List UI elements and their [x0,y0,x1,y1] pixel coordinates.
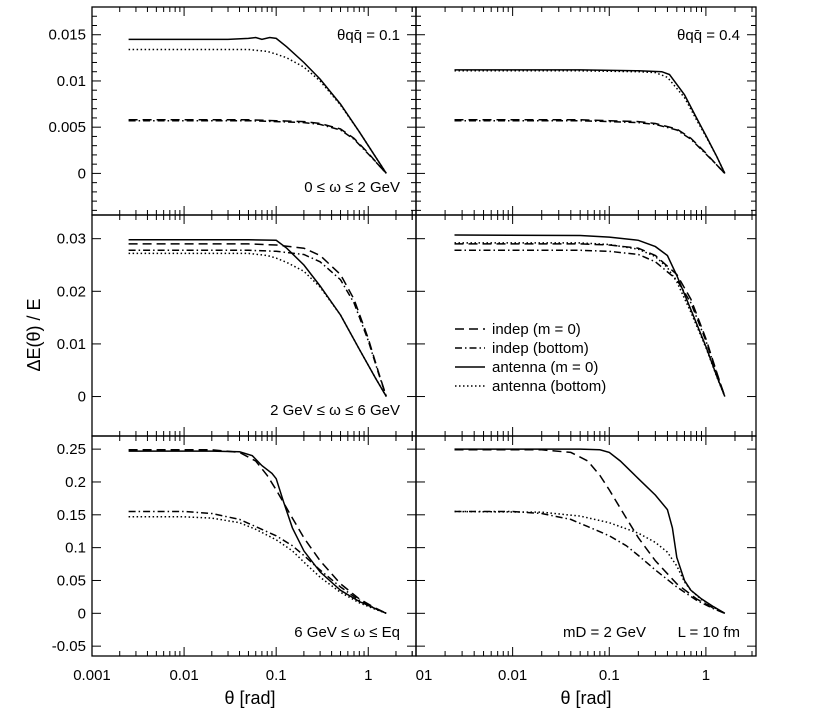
y-tick-label: 0.01 [57,73,86,90]
x-tick-label: 0.1 [266,667,287,684]
y-tick-label: 0 [78,605,86,622]
series-dotted-curve [128,516,387,615]
legend-label-indep-m0: indep (m = 0) [492,321,581,338]
x-tick-label: 1 [364,667,372,684]
panel-frame [415,435,757,657]
panel-annotation: θqq̄ = 0.1 [337,27,400,44]
series-dashed-curve [128,119,387,174]
y-tick-label: 0.05 [57,572,86,589]
y-tick-label: 0.02 [57,283,86,300]
x-axis-label-right: θ [rad] [560,688,611,708]
y-tick-label: 0.25 [57,441,86,458]
series-dashed-curve [128,243,388,397]
y-tick-label: 0.01 [57,336,86,353]
panel-annotation: 2 GeV ≤ ω ≤ 6 GeV [270,402,400,419]
figure-labels: ΔE(θ) / E θ [rad] θ [rad] [24,298,612,708]
y-tick-label: -0.05 [52,638,86,655]
x-tick-label: 0.01 [498,667,527,684]
panel-annotation: L = 10 fm [678,624,740,641]
series-dotted-curve [128,252,387,397]
series-solid-curve [128,36,387,174]
panel-annotation: 0 ≤ ω ≤ 2 GeV [304,179,400,196]
series-dashdot-curve [128,249,388,397]
series-dashed-curve [128,449,387,614]
series-solid-curve [454,69,726,174]
panel-annotation: mD = 2 GeV [563,624,646,641]
series-solid-curve [128,450,387,614]
panel-bottom-left: -0.05 0 0.05 0.1 0.15 0.2 0.25 0.001 0.01 0.1 1 6 G… [52,435,417,684]
y-tick-label: 0.15 [57,507,86,524]
series-dotted-curve [454,70,726,174]
y-tick-label: 0.015 [48,27,86,44]
series-dotted-curve [128,48,387,174]
x-axis-label-left: θ [rad] [224,688,275,708]
y-tick-label: 0.005 [48,119,86,136]
series-dashdot-curve [454,249,726,397]
panel-top-left: 0 0.005 0.01 0.015 θqq̄ = 0.1 0 ≤ ω ≤ 2 GeV [48,6,417,216]
series-dashed-curve [454,243,726,397]
x-tick-label: 0.001 [73,667,111,684]
y-tick-label: 0.03 [57,231,86,248]
panels: 0 0.005 0.01 0.015 θqq̄ = 0.1 0 ≤ ω ≤ 2 GeV θq… [48,6,757,684]
y-tick-label: 0.1 [65,540,86,557]
series-dashdot-curve [454,510,726,614]
panel-frame [91,435,417,657]
series-solid-curve [454,234,726,397]
panel-middle-left: 0 0.01 0.02 0.03 2 GeV ≤ ω ≤ 6 GeV [57,214,417,437]
y-tick-label: 0.2 [65,474,86,491]
series-solid-curve [128,238,387,397]
series-dotted-curve [454,510,726,614]
x-tick-label: 1 [702,667,710,684]
x-tick-label: 0.01 [169,667,198,684]
x-tick-label: 01 [416,667,433,684]
legend-label-antenna-m0: antenna (m = 0) [492,359,598,376]
series-dashed-curve [454,119,726,174]
panel-bottom-right: 01 0.01 0.1 1 mD = 2 GeV L = 10 fm [415,435,757,684]
legend-label-indep-bottom: indep (bottom) [492,340,589,357]
series-dashed-curve [454,449,726,614]
series-dashdot-curve [128,119,387,174]
panel-annotation: θqq̄ = 0.4 [677,27,740,44]
panel-frame [415,214,757,437]
panel-top-right: θqq̄ = 0.4 [415,6,757,216]
legend: indep (m = 0) indep (bottom) antenna (m … [455,321,606,395]
y-axis-label: ΔE(θ) / E [24,298,44,371]
y-tick-label: 0 [78,165,86,182]
panel-annotation: 6 GeV ≤ ω ≤ Eq [294,624,400,641]
series-dashdot-curve [128,510,387,614]
series-solid-curve [454,448,726,614]
legend-label-antenna-bottom: antenna (bottom) [492,378,606,395]
y-tick-label: 0 [78,389,86,406]
series-dashdot-curve [454,119,726,174]
panel-middle-right [415,214,757,437]
x-tick-label: 0.1 [599,667,620,684]
